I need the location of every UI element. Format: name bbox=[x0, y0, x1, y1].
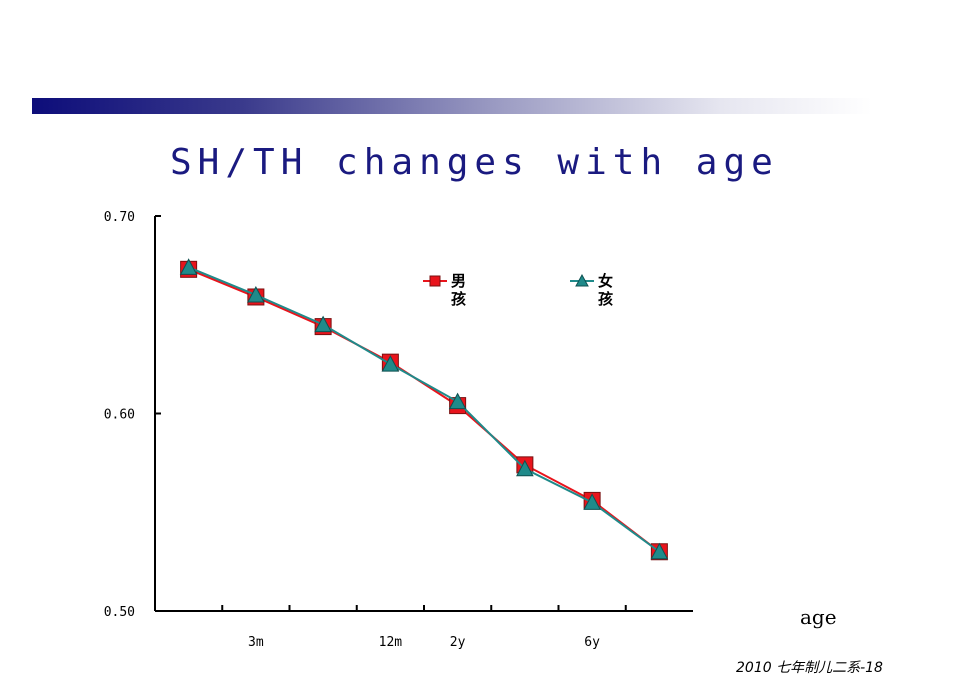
legend-item-boy: 男孩 bbox=[423, 272, 466, 308]
x-tick-label: 3m bbox=[248, 635, 264, 650]
data-point bbox=[516, 459, 534, 477]
y-tick-label: 0.50 bbox=[104, 605, 135, 620]
x-axis-title: age bbox=[800, 605, 837, 629]
x-axis-ticks: 3m 12m 2y 6y bbox=[221, 605, 627, 650]
y-tick-label: 0.70 bbox=[104, 210, 135, 225]
legend-item-girl: 女孩 bbox=[570, 272, 613, 308]
slide-title: SH/TH changes with age bbox=[170, 142, 779, 183]
legend-label: 男 bbox=[451, 272, 466, 290]
series-layer bbox=[179, 258, 669, 561]
legend-label: 孩 bbox=[451, 290, 466, 308]
series-line bbox=[188, 266, 660, 553]
data-point bbox=[381, 355, 400, 372]
data-point bbox=[583, 493, 601, 510]
data-point bbox=[448, 392, 467, 410]
slide-footer: 2010 七年制儿二系-18 bbox=[736, 660, 883, 676]
legend-label: 孩 bbox=[598, 290, 613, 308]
x-tick-label: 2y bbox=[450, 635, 466, 650]
data-point bbox=[247, 285, 265, 303]
x-tick-label: 12m bbox=[379, 635, 403, 650]
data-point bbox=[314, 315, 332, 333]
x-tick-label: 6y bbox=[584, 635, 600, 650]
y-tick-label: 0.60 bbox=[104, 408, 135, 423]
series-girl bbox=[179, 258, 669, 560]
data-point bbox=[650, 542, 669, 560]
legend-marker bbox=[575, 273, 589, 287]
legend-marker bbox=[429, 275, 441, 287]
title-accent-bar bbox=[32, 98, 872, 114]
series-boy bbox=[180, 260, 668, 561]
data-point bbox=[179, 258, 198, 275]
y-axis-ticks: 0.50 0.60 0.70 bbox=[104, 210, 161, 620]
legend-label: 女 bbox=[598, 272, 613, 290]
